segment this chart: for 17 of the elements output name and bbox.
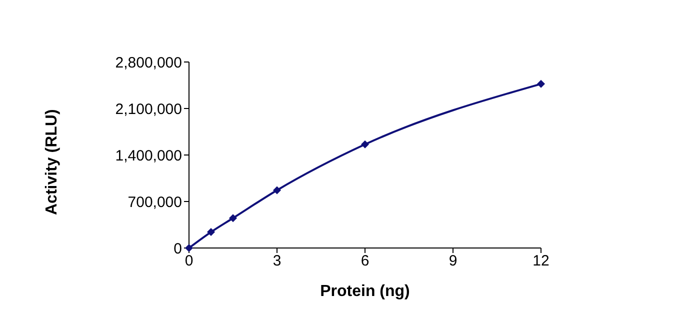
point (273, 186, 281, 194)
x-tick-label: 12 (532, 252, 550, 270)
point (537, 80, 545, 88)
y-tick-label: 0 (174, 240, 182, 258)
y-tick-label: 2,800,000 (115, 54, 182, 72)
point (229, 214, 237, 222)
x-axis-title: Protein (ng) (320, 283, 410, 300)
y-tick-label: 1,400,000 (115, 147, 182, 164)
y-axis-title: Activity (RLU) (44, 109, 61, 215)
y-tick-label: 2,100,000 (115, 100, 182, 118)
x-tick-label: 3 (272, 252, 282, 270)
x-tick-label: 0 (184, 252, 194, 270)
x-tick-label: 6 (360, 252, 370, 270)
point (207, 228, 215, 236)
x-tick-label: 9 (448, 252, 458, 270)
point (361, 140, 369, 148)
y-tick-label: 700,000 (128, 194, 182, 211)
